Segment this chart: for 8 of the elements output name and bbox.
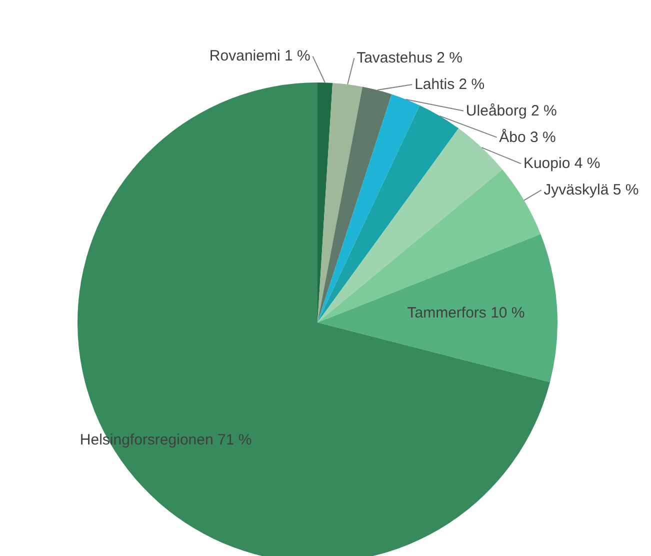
- slice-label: Kuopio 4 %: [523, 155, 600, 172]
- slice-label: Uleåborg 2 %: [466, 102, 557, 120]
- slice-label: Jyväskylä 5 %: [544, 182, 639, 199]
- slice-label: Lahtis 2 %: [414, 76, 485, 94]
- slice-label: Tavastehus 2 %: [356, 50, 462, 67]
- slice-label: Tammerfors 10 %: [407, 304, 525, 322]
- slice-label: Rovaniemi 1 %: [209, 48, 310, 65]
- slice-label: Åbo 3 %: [499, 128, 556, 146]
